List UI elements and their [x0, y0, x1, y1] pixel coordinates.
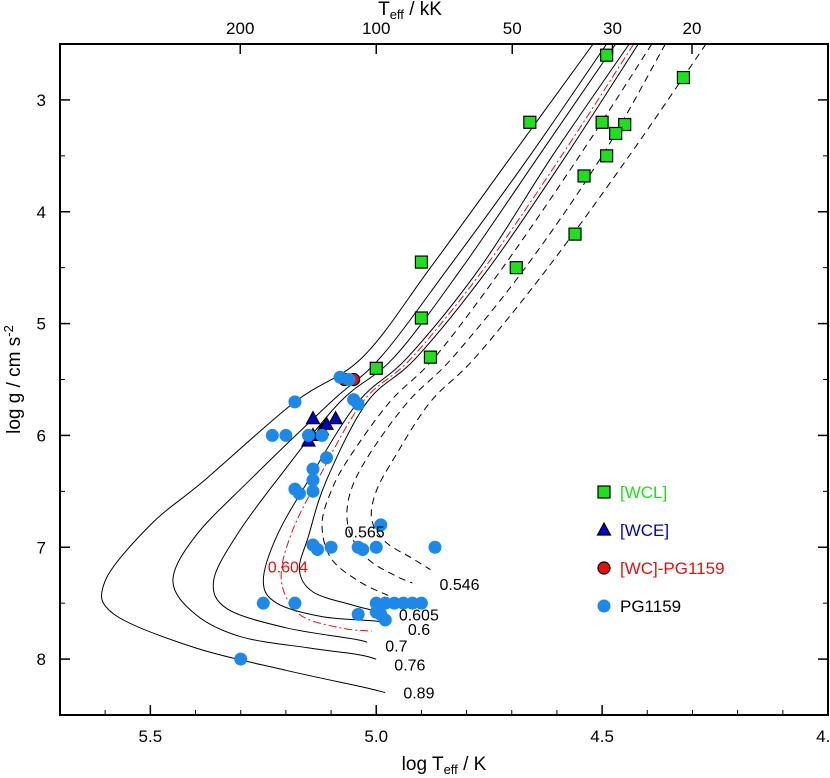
- point-pg1159: [356, 542, 370, 556]
- point-pg1159: [414, 596, 428, 610]
- top-tick-label: 30: [603, 19, 622, 38]
- point-pg1159: [306, 473, 320, 487]
- legend-label-pg1159: PG1159: [620, 597, 681, 616]
- track-0.89: [100, 43, 594, 694]
- top-tick-label: 200: [226, 19, 254, 38]
- legend-label-wce: [WCE]: [620, 521, 669, 540]
- point-pg1159: [279, 428, 293, 442]
- point-pg1159: [342, 373, 356, 386]
- point-pg1159: [351, 397, 365, 411]
- data-points: [234, 48, 691, 666]
- point-pg1159: [324, 540, 338, 554]
- point-wcl: [600, 149, 614, 163]
- point-pg1159: [387, 596, 401, 610]
- x-tick-label: 5.5: [139, 727, 163, 746]
- x-axis-label: log Teff / K: [402, 754, 487, 777]
- point-wcl: [568, 227, 582, 241]
- track-0.6: [262, 43, 630, 624]
- track-label-0.604: 0.604: [268, 559, 308, 576]
- track-0.7: [212, 43, 617, 643]
- legend-marker-pg1159: [597, 599, 611, 613]
- track-0.546: [370, 43, 707, 571]
- point-pg1159: [428, 540, 442, 554]
- top-tick-label: 100: [362, 19, 390, 38]
- point-wcl: [509, 261, 523, 275]
- point-wcl: [609, 126, 623, 141]
- point-wcl: [676, 70, 691, 85]
- y-tick-label: 6: [37, 426, 46, 445]
- track-label-0.7: 0.7: [385, 639, 407, 656]
- top-tick-label: 20: [683, 19, 702, 38]
- axis-ticks: 5.5 5.0 4.5 4.0 3 4 5 6 7 8 200 100 50 30 20: [37, 19, 830, 746]
- track-label-0.89: 0.89: [403, 686, 434, 703]
- point-pg1159: [320, 451, 334, 465]
- legend-marker-wcl: [597, 485, 611, 499]
- y-tick-label: 3: [37, 91, 46, 110]
- track-label-0.546: 0.546: [439, 577, 479, 594]
- track-0.605: [298, 43, 639, 613]
- y-tick-label: 7: [37, 538, 46, 557]
- point-pg1159: [292, 487, 306, 501]
- track-label-0.6: 0.6: [408, 622, 430, 639]
- x-tick-label: 4.0: [816, 727, 830, 746]
- point-pg1159: [378, 613, 392, 627]
- track-unlabeled-8: [346, 43, 666, 584]
- x-tick-label: 4.5: [590, 727, 614, 746]
- track-label-0.565: 0.565: [345, 525, 385, 542]
- point-pg1159: [306, 484, 320, 498]
- point-pg1159: [234, 652, 248, 666]
- top-axis-label: Teff / kK: [378, 0, 442, 22]
- legend-marker-wce: [596, 521, 612, 536]
- point-wcl: [523, 115, 537, 129]
- y-tick-label: 4: [37, 203, 46, 222]
- point-pg1159: [288, 596, 302, 610]
- x-tick-label: 5.0: [364, 727, 388, 746]
- point-wcl: [600, 48, 614, 62]
- plot-frame: [59, 43, 829, 716]
- y-tick-label: 8: [37, 650, 46, 669]
- evolutionary-tracks: [100, 43, 707, 694]
- point-wce: [328, 410, 344, 425]
- point-pg1159: [306, 462, 320, 476]
- point-wce: [305, 410, 321, 425]
- point-pg1159: [315, 428, 329, 442]
- point-pg1159: [369, 540, 383, 554]
- point-wcl: [369, 361, 383, 375]
- point-pg1159: [351, 607, 365, 621]
- track-0.76: [172, 43, 608, 660]
- legend-label-wc-pg1159: [WC]-PG1159: [620, 559, 725, 578]
- legend-marker-wc-pg1159: [597, 561, 611, 575]
- legend-label-wcl: [WCL]: [620, 483, 667, 502]
- point-pg1159: [265, 428, 279, 442]
- point-wcl: [414, 255, 429, 269]
- point-pg1159: [256, 596, 270, 610]
- point-pg1159: [405, 596, 419, 610]
- track-0.604: [280, 43, 635, 632]
- point-pg1159: [396, 596, 410, 610]
- point-wcl: [423, 350, 438, 364]
- point-pg1159: [301, 428, 315, 442]
- point-wcl: [414, 311, 429, 325]
- track-label-0.605: 0.605: [399, 607, 439, 624]
- point-wcl: [577, 169, 591, 183]
- point-pg1159: [369, 596, 383, 610]
- track-label-0.76: 0.76: [394, 658, 425, 675]
- legend: [WCL] [WCE] [WC]-PG1159 PG1159: [596, 483, 725, 616]
- point-wcl: [595, 115, 609, 129]
- top-tick-label: 50: [503, 19, 522, 38]
- y-tick-label: 5: [37, 315, 46, 334]
- y-axis-label: log g / cm s-2: [1, 325, 25, 434]
- point-pg1159: [288, 395, 302, 409]
- point-pg1159: [374, 518, 388, 532]
- point-pg1159: [311, 542, 325, 556]
- point-pg1159: [378, 596, 392, 610]
- track-0.565: [321, 43, 653, 602]
